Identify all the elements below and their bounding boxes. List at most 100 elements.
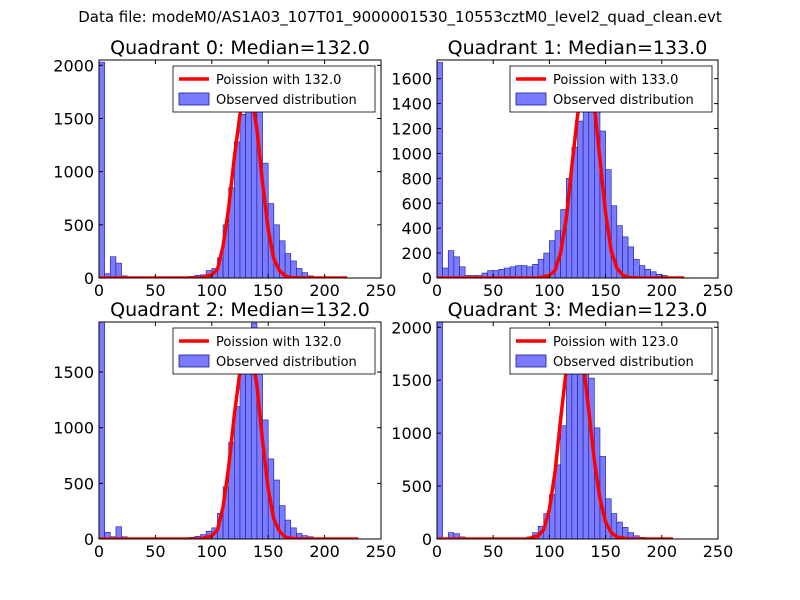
x-tick-label: 200 [647, 281, 678, 300]
histogram-bar [639, 265, 646, 278]
x-tick-label: 0 [432, 281, 442, 300]
histogram-bar [109, 256, 117, 278]
y-tick-label: 2000 [391, 318, 432, 337]
x-tick-label: 50 [145, 281, 165, 300]
legend-bar-label: Observed distribution [216, 93, 357, 108]
legend-bar-swatch [178, 92, 210, 106]
y-tick-label: 0 [84, 269, 94, 288]
y-tick-label: 1400 [391, 95, 432, 114]
figure-title: Data file: modeM0/AS1A03_107T01_90000015… [78, 8, 722, 26]
histogram-bar [459, 266, 466, 278]
legend-bar-swatch [178, 354, 210, 368]
axes-frame [98, 59, 382, 279]
legend: Poission with 133.0 Observed distribution [509, 65, 713, 113]
histogram-bar [115, 526, 122, 539]
y-tick-label: 0 [84, 530, 94, 549]
y-tick-label: 800 [401, 169, 432, 188]
subplot-quadrant-2: 0 50 100 150 200 250 0 500 1000 1500 Quadrant 2: M… [53, 299, 396, 561]
y-tick-label: 200 [401, 244, 432, 263]
y-tick-label: 0 [422, 530, 432, 549]
histogram-bar [447, 250, 455, 278]
y-tick-label: 1500 [53, 363, 94, 382]
x-tick-label: 250 [366, 542, 397, 561]
histogram-bar [437, 62, 443, 278]
histogram-bar [99, 61, 105, 278]
x-tick-label: 50 [483, 281, 503, 300]
legend-bar-swatch [515, 92, 547, 106]
subplot-title: Quadrant 3: Median=123.0 [448, 299, 708, 321]
histogram-bar [239, 369, 246, 539]
x-tick-label: 0 [94, 542, 104, 561]
y-tick-label: 500 [401, 477, 432, 496]
x-tick-label: 150 [253, 281, 284, 300]
histogram-bar [577, 120, 584, 278]
subplot-title: Quadrant 2: Median=132.0 [110, 299, 370, 321]
histogram-bar [290, 260, 297, 278]
x-tick-label: 0 [94, 281, 104, 300]
legend-line-label: Poission with 132.0 [216, 73, 341, 88]
subplot-title: Quadrant 0: Median=132.0 [110, 37, 370, 59]
x-tick-label: 150 [590, 542, 621, 561]
x-tick-label: 100 [197, 281, 228, 300]
histogram-bar [234, 406, 241, 539]
x-tick-label: 200 [309, 542, 340, 561]
histogram-bar [115, 262, 122, 278]
x-tick-label: 250 [703, 281, 734, 300]
y-tick-label: 400 [401, 219, 432, 238]
y-tick-label: 1000 [53, 163, 94, 182]
x-tick-label: 200 [647, 542, 678, 561]
y-tick-label: 500 [63, 216, 94, 235]
y-tick-label: 600 [401, 194, 432, 213]
y-tick-label: 1000 [53, 419, 94, 438]
x-tick-label: 100 [534, 542, 565, 561]
poisson-fit-line [99, 85, 348, 278]
y-tick-label: 2000 [53, 56, 94, 75]
y-tick-label: 1000 [391, 424, 432, 443]
legend-line-label: Poission with 133.0 [553, 73, 678, 88]
x-tick-label: 100 [534, 281, 565, 300]
histogram-bar [582, 84, 590, 278]
histogram-bar [239, 113, 246, 278]
x-tick-label: 50 [483, 542, 503, 561]
histogram-bar [99, 322, 105, 539]
y-tick-label: 1200 [391, 120, 432, 139]
x-tick-label: 150 [253, 542, 284, 561]
legend-bar-label: Observed distribution [216, 355, 357, 370]
x-tick-label: 250 [366, 281, 397, 300]
axes-frame [98, 321, 382, 540]
legend-bar-label: Observed distribution [553, 355, 694, 370]
legend: Poission with 132.0 Observed distribution [172, 65, 376, 113]
histogram-bar [627, 246, 635, 278]
subplot-quadrant-1: 0 50 100 150 200 2500200400600800100012001400… [391, 37, 733, 300]
histogram-bar [560, 425, 567, 539]
x-tick-label: 150 [590, 281, 621, 300]
x-tick-label: 100 [197, 542, 228, 561]
subplot-quadrant-3: 0 50 100 150 200 250 0 500 1000 1500 2000 Quadrant … [391, 299, 733, 561]
y-tick-label: 1000 [391, 144, 432, 163]
subplot-quadrant-0: 0 50 100 150 200 250 0 500 1000 1500 2000 Quadrant … [53, 37, 396, 300]
x-tick-label: 250 [703, 542, 734, 561]
axes-frame [436, 59, 719, 279]
x-tick-label: 0 [432, 542, 442, 561]
histogram-bar [453, 256, 460, 278]
y-tick-label: 1600 [391, 70, 432, 89]
y-tick-label: 0 [422, 269, 432, 288]
histogram-bar [453, 533, 460, 539]
y-tick-label: 1500 [391, 371, 432, 390]
x-tick-label: 50 [145, 542, 165, 561]
legend-line-label: Poission with 132.0 [216, 335, 341, 350]
y-tick-label: 1500 [53, 109, 94, 128]
histogram-bar [437, 322, 443, 539]
y-tick-label: 500 [63, 474, 94, 493]
legend-line-label: Poission with 123.0 [553, 335, 678, 350]
histogram-bar [622, 236, 629, 278]
x-tick-label: 200 [309, 281, 340, 300]
histogram-bar [520, 265, 528, 278]
legend: Poission with 132.0 Observed distribution [172, 327, 376, 375]
legend-bar-label: Observed distribution [553, 93, 694, 108]
histogram-bar [633, 259, 640, 278]
histogram-bar [532, 263, 539, 278]
legend-bar-swatch [515, 354, 547, 368]
histogram-bar [565, 372, 573, 539]
